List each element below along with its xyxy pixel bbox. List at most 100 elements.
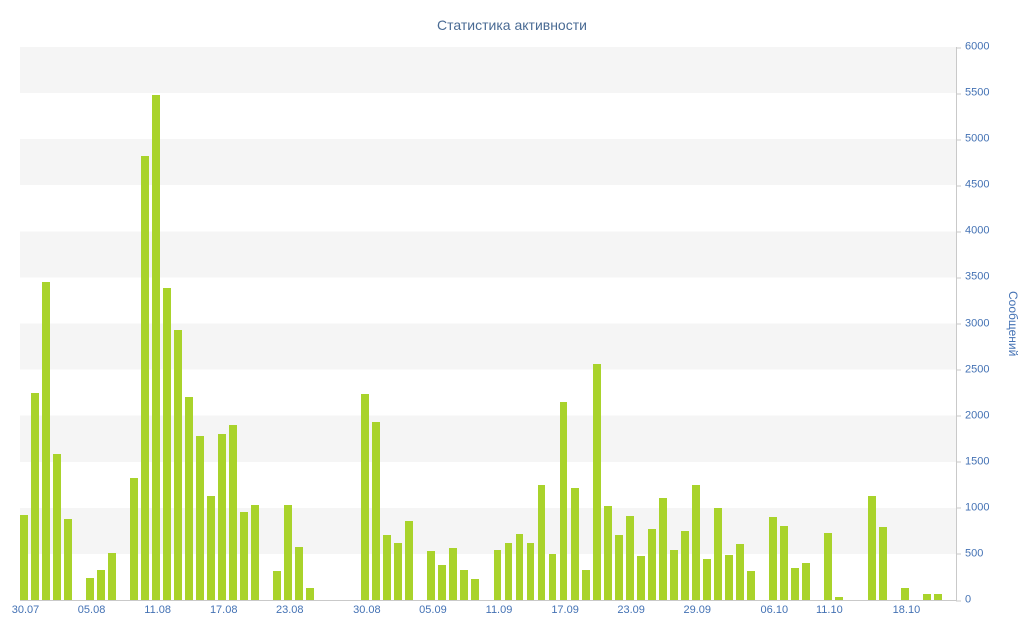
bar[interactable]: [185, 397, 194, 600]
bar[interactable]: [537, 484, 546, 600]
x-axis-tick-label: 17.09: [551, 604, 579, 616]
bar[interactable]: [229, 424, 238, 600]
bar[interactable]: [504, 542, 513, 600]
y-axis-tick-label: 1000: [956, 502, 989, 513]
bar[interactable]: [306, 588, 315, 600]
bar[interactable]: [240, 512, 249, 600]
bar[interactable]: [526, 542, 535, 600]
x-axis-tick-label: 05.09: [419, 604, 447, 616]
bar[interactable]: [922, 594, 931, 600]
bar[interactable]: [834, 597, 843, 600]
y-axis-tick-label: 5500: [956, 87, 989, 99]
bar[interactable]: [130, 478, 139, 600]
bar[interactable]: [174, 329, 183, 600]
plot-area: [20, 47, 957, 601]
bar[interactable]: [592, 364, 601, 600]
bar[interactable]: [31, 392, 39, 600]
x-axis-tick-label: 23.08: [276, 604, 304, 616]
bar[interactable]: [614, 534, 623, 600]
x-axis-tick-label: 05.08: [77, 604, 106, 616]
bar[interactable]: [284, 505, 293, 600]
bar[interactable]: [823, 532, 832, 600]
bar[interactable]: [735, 543, 744, 600]
bar[interactable]: [394, 542, 403, 600]
bar[interactable]: [218, 434, 227, 600]
bar[interactable]: [163, 288, 172, 600]
bar[interactable]: [515, 533, 524, 600]
y-axis-title: Сообщений: [1006, 290, 1020, 357]
bar[interactable]: [603, 506, 612, 600]
bars-layer: [20, 47, 956, 600]
bar[interactable]: [207, 495, 216, 600]
bar[interactable]: [779, 526, 788, 600]
x-axis-tick-label: 11.08: [144, 604, 171, 616]
bar[interactable]: [295, 547, 304, 600]
bar[interactable]: [570, 488, 579, 600]
y-axis-tick-label: 2000: [956, 410, 989, 421]
bar[interactable]: [141, 155, 150, 600]
bar[interactable]: [559, 401, 568, 600]
bar[interactable]: [669, 550, 678, 600]
bar[interactable]: [108, 553, 117, 600]
x-axis-tick-label: 11.09: [485, 604, 513, 616]
bar[interactable]: [53, 454, 61, 600]
x-axis-tick-label: 17.08: [209, 604, 238, 616]
bar[interactable]: [724, 554, 733, 600]
y-axis-tick-label: 4500: [956, 179, 989, 191]
bar[interactable]: [438, 564, 447, 600]
bar[interactable]: [768, 517, 777, 600]
bar[interactable]: [427, 551, 436, 600]
bar[interactable]: [493, 550, 502, 600]
bar[interactable]: [20, 515, 28, 600]
bar[interactable]: [361, 393, 370, 600]
y-axis-tick-label: 0: [956, 594, 971, 606]
x-axis-tick-label: 30.07: [11, 604, 40, 616]
bar[interactable]: [867, 495, 876, 600]
bar[interactable]: [801, 563, 810, 600]
bar[interactable]: [878, 527, 887, 600]
bar[interactable]: [658, 497, 667, 600]
x-axis: 30.07 05.08 11.08 17.08 23.08 30.08 05.09 11.09…: [12, 604, 956, 620]
bar[interactable]: [702, 558, 711, 600]
x-axis-tick-label: 23.09: [617, 604, 645, 616]
chart-title: Статистика активности: [437, 17, 587, 33]
bar[interactable]: [581, 569, 590, 600]
bar[interactable]: [449, 548, 458, 600]
bar[interactable]: [86, 577, 94, 600]
bar[interactable]: [97, 569, 105, 600]
x-axis-tick-label: 30.08: [353, 604, 381, 616]
x-axis-tick-label: 29.09: [683, 604, 711, 616]
y-axis-tick-label: 4000: [956, 225, 989, 237]
bar[interactable]: [900, 588, 909, 600]
bar[interactable]: [790, 567, 799, 600]
x-axis-tick-label: 06.10: [760, 604, 789, 616]
y-axis-tick-label: 500: [956, 548, 983, 559]
y-axis-tick-label: 6000: [956, 41, 989, 53]
bar[interactable]: [251, 505, 260, 600]
bar[interactable]: [372, 422, 381, 600]
bar[interactable]: [196, 435, 205, 600]
bar[interactable]: [647, 529, 656, 600]
bar[interactable]: [471, 578, 480, 600]
bar[interactable]: [152, 94, 161, 600]
bar[interactable]: [746, 570, 755, 600]
bar[interactable]: [636, 555, 645, 600]
y-axis-tick-label: 5000: [956, 133, 989, 145]
y-axis-tick-label: 3000: [956, 318, 989, 329]
bar[interactable]: [64, 518, 72, 600]
bar[interactable]: [460, 569, 469, 600]
bar[interactable]: [625, 516, 634, 600]
bar[interactable]: [691, 484, 700, 600]
y-axis-tick-label: 3500: [956, 271, 989, 283]
bar[interactable]: [933, 593, 942, 600]
bar[interactable]: [42, 282, 50, 600]
bar[interactable]: [383, 535, 392, 600]
bar[interactable]: [273, 571, 282, 600]
bar[interactable]: [713, 507, 722, 600]
y-axis: 0 500 1000 1500 2000 2500 3000 3500 4000 4500 5000…: [956, 41, 1002, 605]
bar[interactable]: [680, 530, 689, 600]
bar[interactable]: [405, 520, 414, 600]
y-axis-tick-label: 1500: [956, 456, 989, 467]
bar[interactable]: [548, 553, 557, 600]
